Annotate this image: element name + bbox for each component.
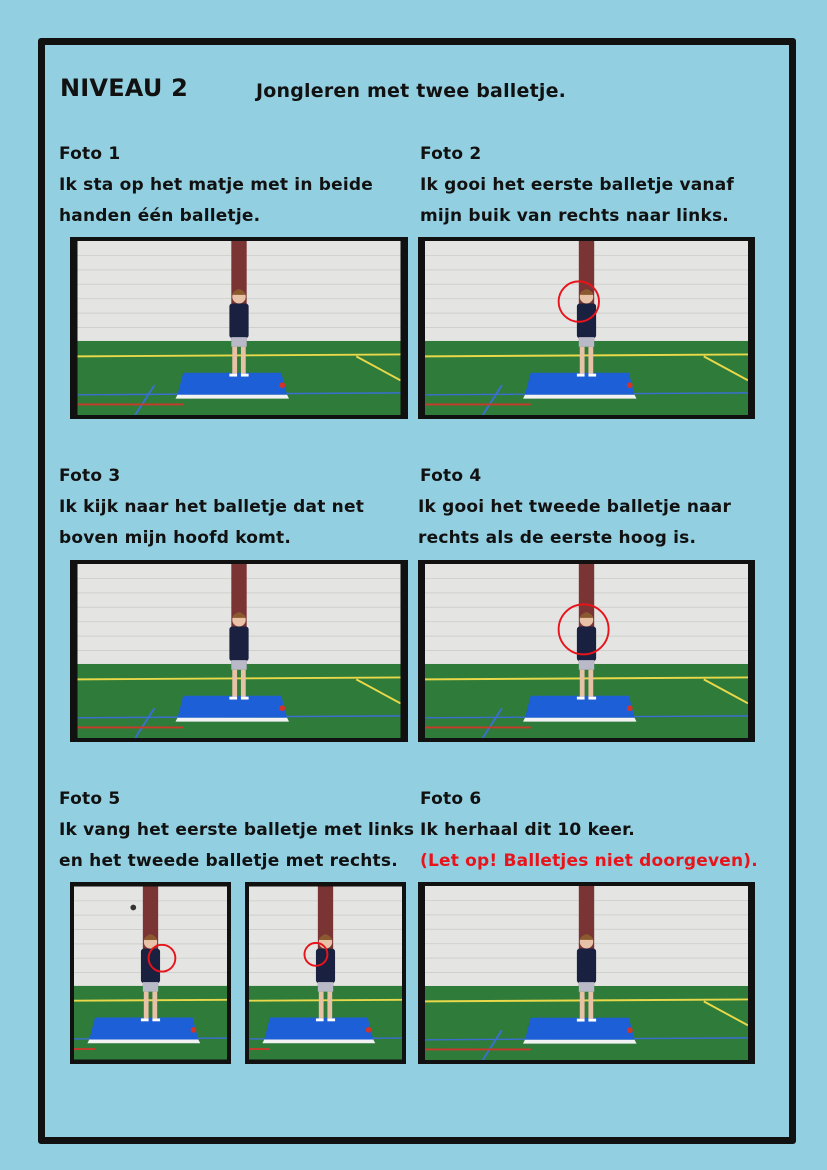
caption: handen één balletje.: [59, 206, 261, 226]
caption: Ik gooi het eerste balletje vanaf: [420, 175, 734, 195]
title: Jongleren met twee balletje.: [256, 80, 567, 102]
border-frame: [38, 38, 796, 1144]
photo: [418, 560, 755, 742]
photo-label: Foto 6: [420, 789, 482, 809]
warning-caption: (Let op! Balletjes niet doorgeven).: [420, 851, 758, 871]
caption: Ik kijk naar het balletje dat net: [59, 497, 365, 517]
photo: [70, 237, 408, 419]
caption: Ik herhaal dit 10 keer.: [420, 820, 635, 840]
photo: [70, 560, 408, 742]
photo-label: Foto 2: [420, 144, 482, 164]
photo-label: Foto 4: [420, 466, 482, 486]
photo: [70, 882, 231, 1064]
photo: [418, 237, 755, 419]
caption: rechts als de eerste hoog is.: [418, 528, 697, 548]
caption: boven mijn hoofd komt.: [59, 528, 292, 548]
level: NIVEAU 2: [60, 74, 188, 102]
caption: Ik gooi het tweede balletje naar: [418, 497, 732, 517]
caption: Ik sta op het matje met in beide: [59, 175, 373, 195]
photo: [418, 882, 755, 1064]
caption: en het tweede balletje met rechts.: [59, 851, 398, 871]
photo: [245, 882, 406, 1064]
caption: Ik vang het eerste balletje met links: [59, 820, 415, 840]
photo-label: Foto 1: [59, 144, 121, 164]
caption: mijn buik van rechts naar links.: [420, 206, 729, 226]
photo-label: Foto 3: [59, 466, 121, 486]
photo-label: Foto 5: [59, 789, 121, 809]
